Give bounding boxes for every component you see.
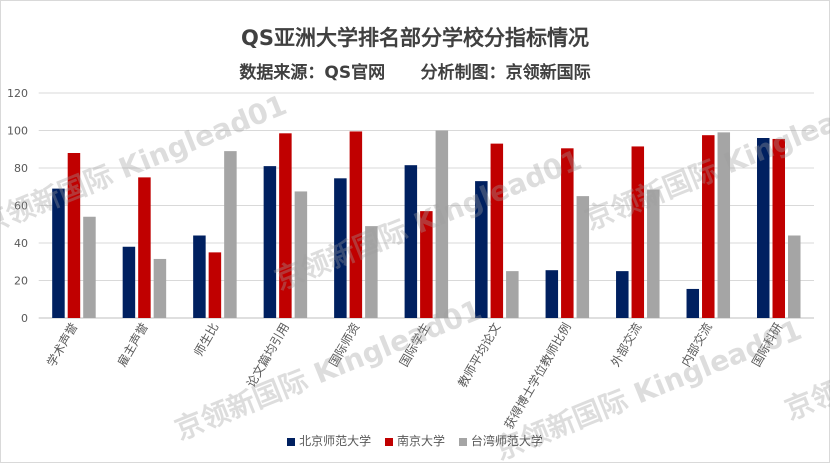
bar [294,191,308,318]
bar [404,165,418,318]
legend-label: 南京大学 [396,434,445,448]
bar [67,153,81,318]
x-tick-label: 外部交流 [607,320,644,369]
y-tick-label: 40 [14,237,28,250]
bar [279,133,292,318]
bar [686,288,700,318]
bar [647,189,660,318]
legend: 北京师范大学 南京大学 台湾师范大学 [0,432,830,449]
bar [224,151,237,318]
bar [772,138,786,318]
bar [576,196,590,318]
bar [506,271,519,318]
legend-label: 台湾师范大学 [470,434,543,448]
bar [52,188,65,318]
bar [561,148,574,318]
bar [208,252,222,318]
bar [420,211,433,318]
bar [153,258,167,318]
chart-subtitle: 数据来源：QS官网 分析制图：京领新国际 [239,63,591,83]
legend-label: 北京师范大学 [299,434,372,448]
legend-swatch [384,437,393,446]
bar [435,130,449,318]
legend-item: 台湾师范大学 [458,434,543,448]
legend-swatch [287,437,296,446]
bar [349,131,363,318]
bar [138,177,151,318]
bar [616,271,629,318]
y-tick-label: 80 [14,162,28,175]
x-tick-label: 雇主声誉 [114,320,151,369]
legend-item: 南京大学 [384,434,445,448]
x-tick-label: 师生比 [191,321,221,359]
bar [757,138,770,318]
bar [788,235,801,318]
bar [702,135,715,318]
y-tick-label: 100 [7,125,28,138]
bar [263,166,277,318]
bar [545,270,559,318]
y-tick-label: 20 [14,275,28,288]
legend-item: 北京师范大学 [287,434,371,448]
bar [83,216,96,318]
y-tick-label: 0 [21,312,28,325]
bar [193,235,206,318]
bar [365,226,378,318]
bar [717,132,731,318]
bar [122,246,136,318]
y-tick-label: 120 [7,87,28,100]
y-tick-label: 60 [14,200,28,213]
bar [334,178,347,318]
bar [475,181,488,318]
legend-swatch [458,437,467,446]
bar [631,146,645,318]
x-tick-label: 学术声誉 [44,320,81,369]
chart-title: QS亚洲大学排名部分学校分指标情况 [241,26,589,50]
bar [490,143,504,318]
